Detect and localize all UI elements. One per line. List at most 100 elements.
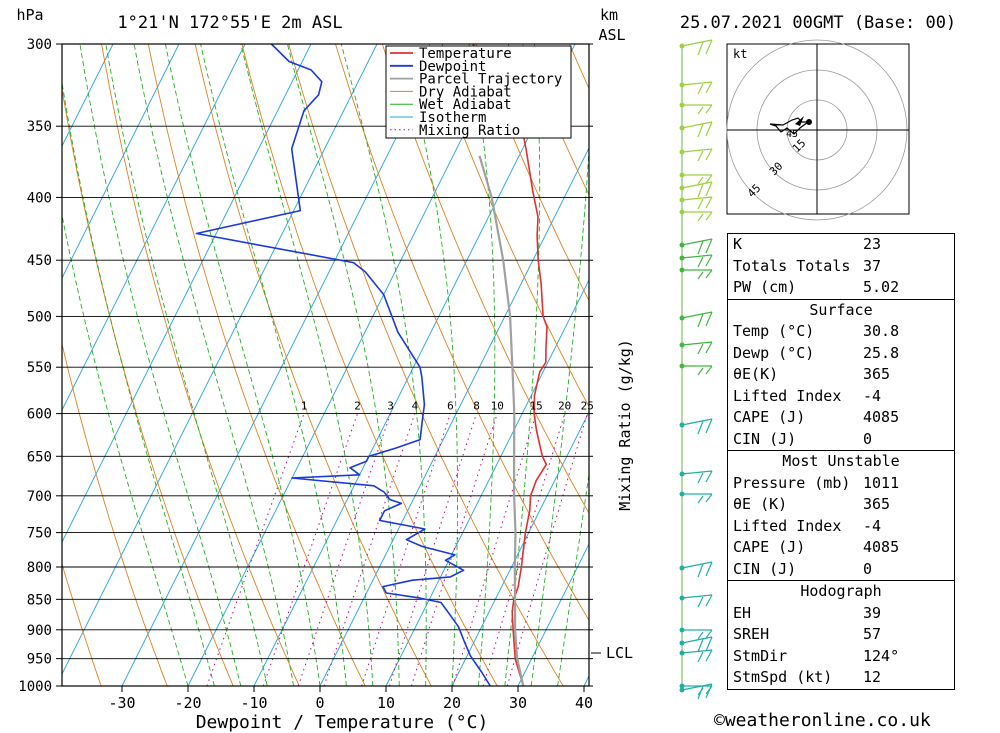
wind-barb-shaft [681,594,713,599]
mixing-ratio-axis-title: Mixing Ratio (g/kg) [616,339,634,511]
surface-row-temp: Temp (°C) 30.8 [733,322,900,340]
wind-barb-shaft [681,311,713,319]
mu-row-cape: CAPE (J) 4085 [733,538,900,556]
wind-barb-feather [697,240,704,255]
isotherm-line [451,410,589,686]
asl-label: ASL [598,26,625,44]
wind-barb-feather [705,269,713,279]
mixing-ratio-line [206,413,305,686]
series-temperature [472,44,548,686]
isotherm-line [319,146,589,686]
km-label: km [600,6,618,24]
temperature-tick-label: 40 [575,694,593,712]
temperature-tick-label: 30 [509,694,527,712]
hodograph-trace [769,117,809,135]
wind-barb-feather [697,213,704,222]
wind-barb-feather [705,238,713,254]
wind-barb-feather [697,685,704,700]
mixing-ratio-line [410,413,498,686]
isotherm-line [62,44,378,676]
dry-adiabat-line [991,44,1000,686]
wind-barb-feather [705,683,713,699]
wind-barb-shaft [681,418,713,426]
wind-barb-feather [697,651,704,663]
wind-barb-shaft [681,254,713,259]
legend-entry: Temperature [419,46,512,62]
wind-barb-shaft [681,196,713,201]
mu-row-pressure: Pressure (mb) 1011 [733,473,900,492]
wind-barb-feather [697,183,704,198]
wind-barb-feather [705,311,713,327]
mixing-ratio-line [388,413,477,686]
legend-entry: Dewpoint [419,59,486,75]
dry-adiabat-line [335,44,589,622]
temperature-tick-label: -10 [240,694,267,712]
wet-adiabat-line [240,44,374,686]
hodograph: kt 15 30 45 45 [726,39,910,221]
isotherm-line [62,44,246,412]
pressure-tick-label: 550 [27,360,52,376]
datetime-title: 25.07.2021 00GMT (Base: 00) [680,13,956,33]
hodograph-title: Hodograph [800,582,882,600]
dry-adiabat-line [62,86,234,686]
wind-barb-feather [705,121,713,137]
indices-panel: K 23 Totals Totals 37 PW (cm) 5.02 Surface … [727,233,955,690]
dry-adiabat-line [241,44,498,686]
profile-lines [195,44,548,686]
pressure-tick-label: 500 [27,309,52,325]
x-axis-title: Dewpoint / Temperature (°C) [196,712,489,733]
wind-barb-feather [697,313,704,328]
pressure-tick-label: 950 [27,652,52,668]
wind-barb-shaft [681,39,713,47]
surface-title: Surface [809,300,873,319]
mixing-ratio-label: 10 [491,400,504,413]
wind-barb-feather [705,493,713,503]
hodo-row-eh: EH 39 [733,603,882,622]
mu-row-li: Lifted Index -4 [733,516,882,535]
wind-barb-shaft [681,649,713,654]
wind-barb-feather [697,596,704,608]
wind-barb-feather [697,367,704,376]
wind-barb-feather [705,104,713,114]
wind-barb-feather [697,150,704,162]
hodograph-storm-motion [806,119,812,125]
wind-barb-feather [697,176,704,185]
wind-barb-shaft [681,181,713,189]
wind-barb-feather [705,629,713,639]
wet-adiabat-line [530,142,589,686]
pressure-unit-label: hPa [16,6,43,24]
wind-barb-feather [697,638,704,653]
series-dewpoint [195,44,491,686]
plot-frame [61,43,590,687]
pressure-tick-label: 850 [27,592,52,608]
location-title: 1°21'N 172°55'E 2m ASL [117,13,342,33]
wet-adiabat-line [340,44,427,686]
pressure-tick-label: 1000 [18,679,52,695]
wind-barb-shaft [681,121,713,129]
wet-adiabat-line [286,44,400,686]
wind-barb-feather [705,561,713,577]
most-unstable-title: Most Unstable [782,452,900,470]
hodograph-unit: kt [733,47,747,61]
wind-barb-feather [705,148,713,161]
wind-barb-feather [697,83,704,95]
isotherm-line [121,44,444,686]
temperature-tick-label: 20 [443,694,461,712]
wet-adiabat-line [62,79,215,686]
pressure-tick-label: 750 [27,526,52,542]
mixing-ratio-label: 4 [412,400,419,413]
temperature-tick-label: 10 [377,694,395,712]
mixing-ratio-line [452,413,537,686]
surface-row-cape: CAPE (J) 4085 [733,408,900,426]
wind-barb-feather [705,211,713,221]
wind-barb-feather [705,470,713,483]
copyright-footer[interactable]: ©weatheronline.co.uk [714,710,931,731]
surface-row-thetae: θE(K) 365 [733,365,891,383]
index-row-pw: PW (cm) 5.02 [733,278,900,296]
wet-adiabat-line [402,44,458,686]
wind-barb-feather [705,174,713,184]
mu-row-thetae: θE (K) 365 [733,495,891,513]
surface-row-cin: CIN (J) 0 [733,429,873,448]
wind-barb-shaft [681,470,713,475]
